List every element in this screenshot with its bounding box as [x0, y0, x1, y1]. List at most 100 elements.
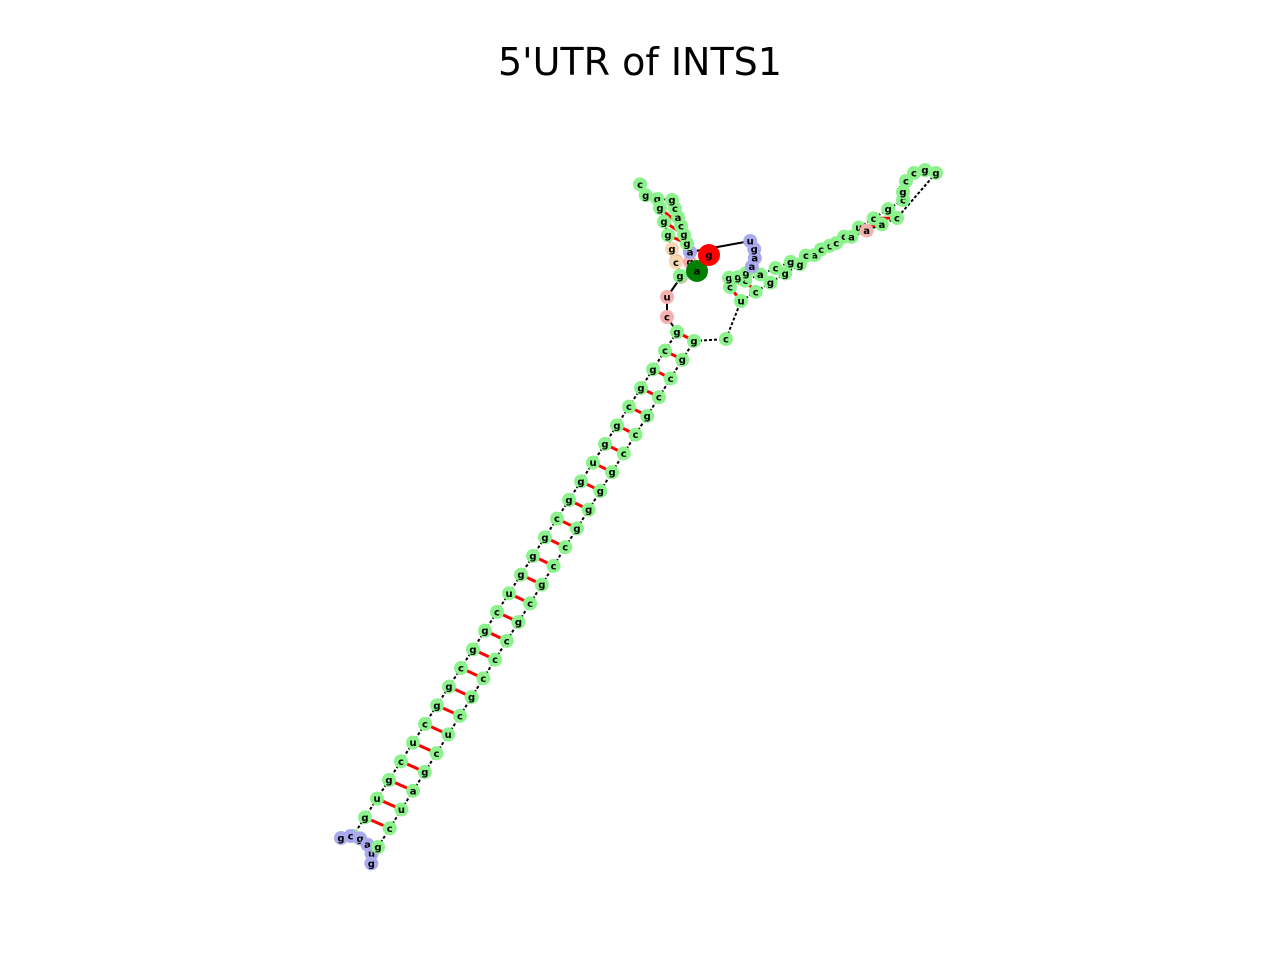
nucleotide-node — [653, 201, 667, 215]
nucleotide-label: a — [811, 251, 818, 262]
backbone-link — [580, 462, 594, 482]
nucleotide-node — [763, 275, 778, 290]
nucleotide-label: g — [782, 269, 789, 280]
nucleotide-label: c — [833, 239, 839, 250]
nucleotide: c — [633, 177, 648, 192]
nucleotide-node — [418, 717, 432, 731]
nucleotide: g — [896, 185, 910, 199]
nucleotide-node — [673, 269, 687, 283]
nucleotide: g — [430, 698, 444, 713]
nucleotide-node — [660, 310, 674, 324]
nucleotide-label: a — [757, 270, 764, 281]
nucleotide-label: c — [562, 543, 568, 554]
nucleotide: g — [581, 502, 596, 517]
nucleotide: c — [768, 261, 783, 276]
nucleotide-node — [454, 661, 468, 675]
nucleotide-node — [633, 177, 648, 192]
nucleotide-label: c — [803, 251, 809, 262]
backbone-link — [646, 396, 660, 417]
nucleotide-label: c — [458, 664, 464, 675]
nucleotide: c — [476, 671, 491, 686]
nucleotide: u — [406, 735, 420, 750]
backbone-link — [652, 350, 666, 370]
nucleotide: c — [550, 511, 564, 526]
nucleotide-label: a — [687, 248, 694, 259]
nucleotide-label: g — [660, 217, 667, 228]
nucleotide: c — [499, 633, 514, 648]
nucleotide: g — [687, 334, 701, 348]
backbone-link — [529, 584, 543, 604]
nucleotide-label: g — [445, 682, 452, 693]
nucleotide-label: c — [900, 196, 906, 207]
nucleotide-label: u — [398, 805, 405, 816]
nucleotide-label: c — [672, 204, 678, 215]
nucleotide-node — [748, 284, 763, 299]
nucleotide-label: c — [434, 749, 440, 760]
nucleotide-node — [638, 188, 653, 203]
backbone-link — [388, 760, 402, 781]
nucleotide-node — [814, 242, 829, 257]
nucleotide-label: g — [421, 768, 428, 779]
backbone-link — [424, 704, 438, 725]
nucleotide-label: c — [494, 608, 500, 619]
nucleotide-label: g — [654, 194, 661, 205]
backbone-link — [556, 499, 570, 520]
nucleotide-label: c — [753, 287, 759, 298]
nucleotide-label: c — [903, 177, 909, 188]
backbone-link — [376, 779, 390, 800]
nucleotide-label: u — [589, 458, 596, 469]
nucleotide-label: c — [894, 214, 900, 225]
nucleotide-node — [526, 549, 540, 563]
nucleotide-label: c — [457, 711, 463, 722]
nucleotide: u — [502, 586, 516, 601]
nucleotide: g — [538, 530, 552, 545]
backbone-link — [484, 611, 498, 632]
nucleotide: g — [646, 362, 660, 377]
nucleotide-label: g — [538, 580, 545, 591]
nucleotide-node — [669, 255, 683, 270]
nucleotide: c — [616, 446, 631, 461]
nucleotide-label: g — [932, 168, 939, 179]
nucleotide-node — [562, 493, 576, 507]
backbone-link — [436, 686, 450, 706]
nucleotide-node — [523, 596, 538, 611]
nucleotide-node — [665, 241, 679, 256]
nucleotide-node — [550, 511, 564, 526]
nucleotide: g — [918, 163, 932, 177]
nucleotide: g — [442, 679, 456, 694]
backbone-link — [587, 490, 602, 511]
nucleotide-label: c — [723, 335, 729, 346]
nucleotide-node — [546, 558, 561, 573]
backbone-link — [517, 602, 531, 623]
backbone-link — [364, 798, 378, 818]
nucleotide-node — [586, 455, 600, 470]
nucleotide: g — [653, 201, 667, 215]
nucleotide-node — [371, 840, 385, 854]
nucleotide: c — [829, 236, 844, 251]
nucleotide-node — [640, 408, 655, 423]
nucleotide-node — [417, 765, 432, 780]
nucleotide: g — [526, 549, 540, 563]
backbone-link — [352, 816, 366, 837]
nucleotide-label: g — [725, 273, 732, 284]
nucleotide-node — [675, 352, 690, 367]
nucleotide-label: g — [597, 486, 604, 497]
nucleotide: u — [660, 290, 674, 304]
nucleotide-node — [488, 652, 503, 667]
nucleotide-node — [829, 236, 844, 251]
five-prime-start-marker — [686, 260, 708, 282]
nucleotide-node — [768, 261, 783, 276]
nucleotide: c — [669, 255, 683, 270]
nucleotide-label: g — [673, 328, 680, 339]
nucleotide-label: g — [613, 421, 620, 432]
nucleotide-node — [511, 615, 526, 630]
nucleotide-label: g — [374, 843, 381, 854]
nucleotide-label: g — [608, 468, 615, 479]
nucleotide-label: c — [551, 561, 557, 572]
nucleotide-label: g — [676, 272, 683, 283]
nucleotide-label: c — [662, 346, 668, 357]
backbone-link — [494, 640, 508, 661]
backbone-link — [599, 471, 613, 492]
nucleotide-node — [622, 399, 636, 414]
